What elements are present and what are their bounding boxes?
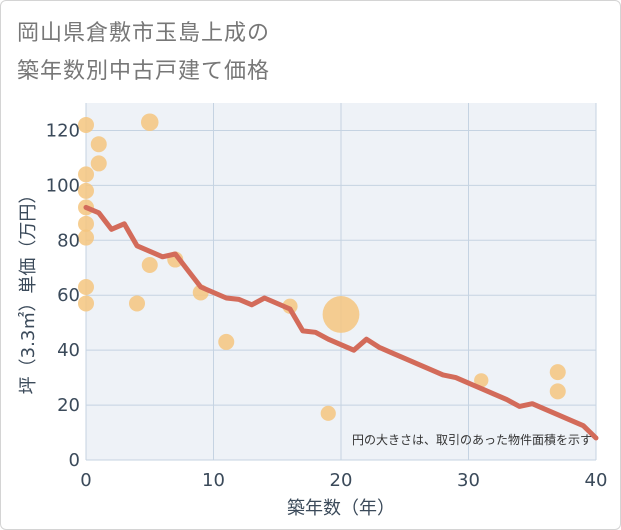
- scatter-point: [90, 155, 107, 172]
- y-tick-label: 80: [57, 230, 80, 251]
- scatter-point: [90, 136, 107, 153]
- scatter-point: [549, 364, 566, 381]
- scatter-point: [320, 405, 336, 421]
- x-tick-labels: 0 10 20 30 40: [80, 470, 607, 491]
- chart-title-line1: 岡山県倉敷市玉島上成の: [17, 21, 271, 46]
- scatter-point: [78, 229, 94, 246]
- trend-line-path: [83, 204, 599, 441]
- scatter-point: [78, 215, 94, 232]
- scatter-point: [129, 295, 145, 312]
- scatter-point: [141, 257, 158, 274]
- scatter-point: [78, 295, 94, 312]
- scatter-point: [78, 116, 94, 133]
- y-tick-label: 0: [69, 450, 80, 471]
- chart-title: 岡山県倉敷市玉島上成の 築年数別中古戸建て価格: [17, 15, 270, 91]
- y-tick-label: 40: [57, 340, 80, 361]
- scatter-point: [549, 383, 566, 400]
- x-tick-label: 30: [457, 470, 480, 491]
- scatter-point: [78, 182, 94, 199]
- chart-title-line2: 築年数別中古戸建て価格: [17, 59, 271, 84]
- x-tick-label: 0: [80, 470, 91, 491]
- y-tick-label: 120: [46, 120, 80, 141]
- scatter-point: [322, 296, 360, 333]
- x-tick-label: 20: [330, 470, 353, 491]
- scatter-point: [218, 333, 235, 350]
- y-tick-label: 100: [46, 175, 80, 196]
- x-axis-title: 築年数（年）: [287, 498, 395, 519]
- scatter-point: [78, 166, 94, 183]
- x-tick-label: 40: [585, 470, 608, 491]
- size-legend-note: 円の大きさは、取引のあった物件面積を示す: [352, 432, 592, 447]
- scatter-point: [140, 113, 159, 131]
- y-axis-title: 坪（3.3㎡）単価（万円）: [17, 186, 39, 395]
- y-tick-label: 60: [57, 285, 80, 306]
- y-tick-label: 20: [57, 395, 80, 416]
- scatter-point: [78, 278, 94, 295]
- x-tick-label: 10: [202, 470, 225, 491]
- y-tick-labels: 0 20 40 60 80 100 120: [46, 120, 80, 471]
- trend-line: [83, 204, 599, 441]
- scatter-point: [474, 373, 489, 388]
